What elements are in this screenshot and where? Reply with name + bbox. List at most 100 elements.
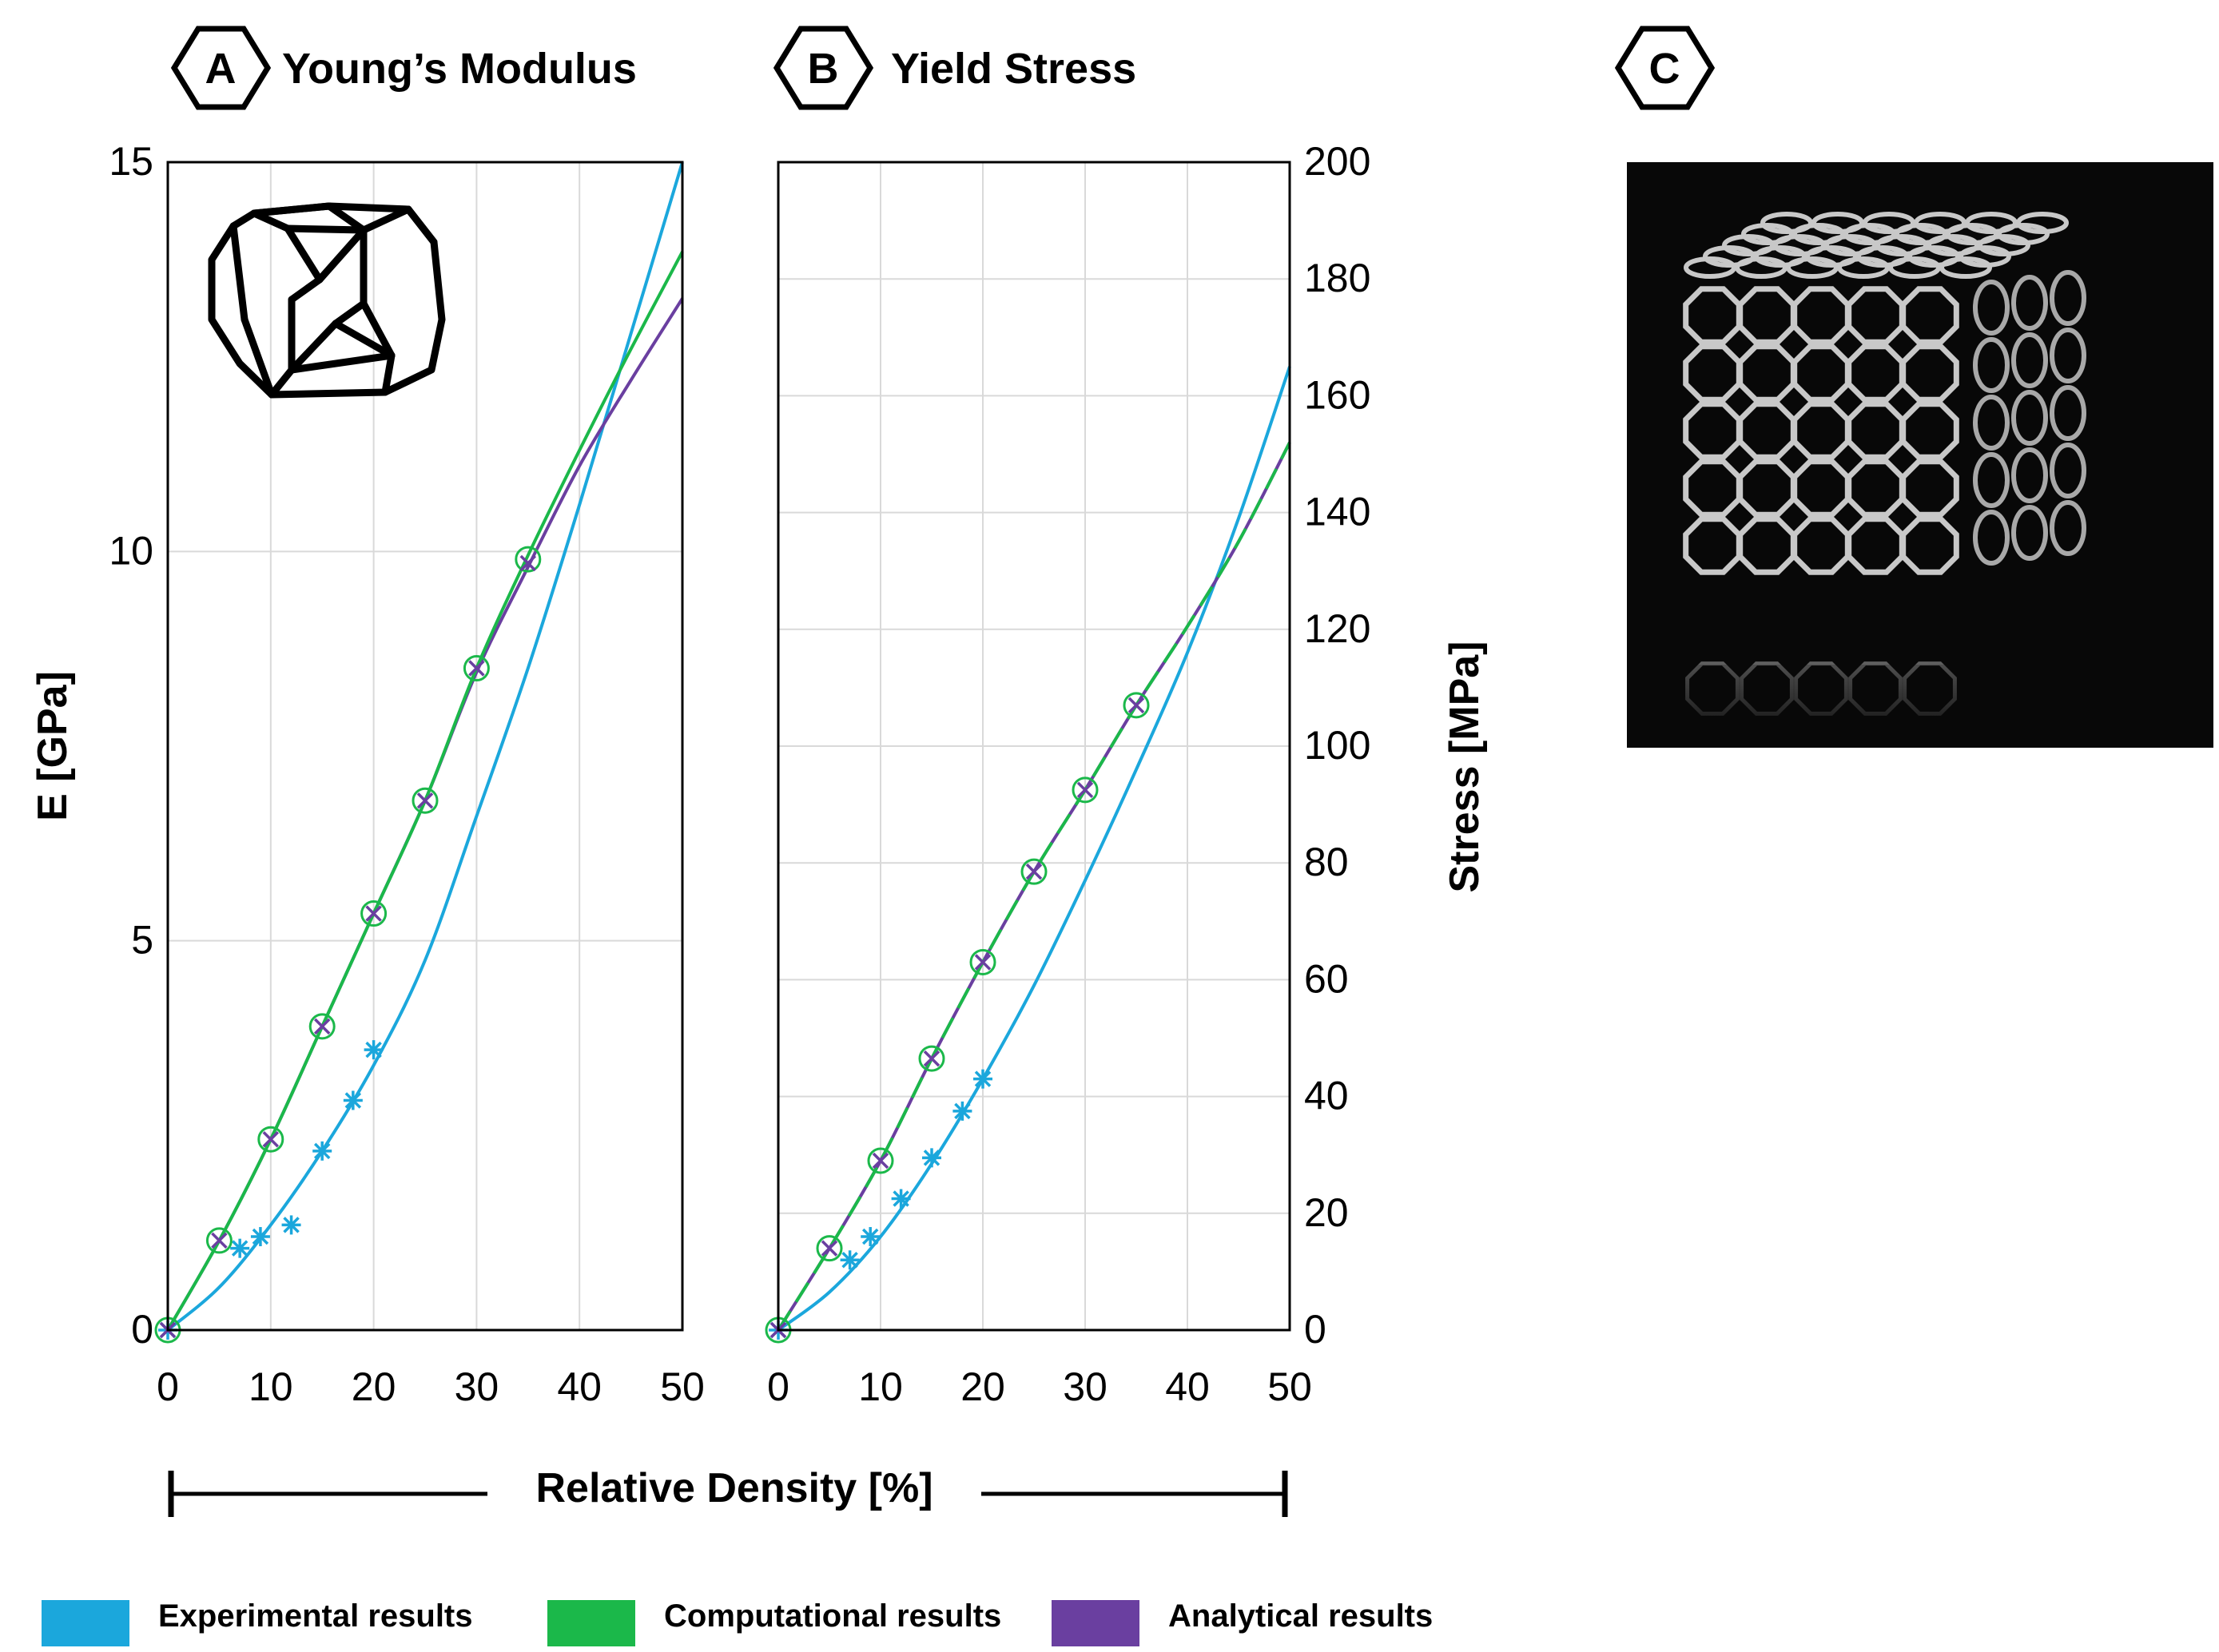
- chart-b-point-computational: [867, 1147, 894, 1174]
- chart-a-point-analytical: [468, 660, 485, 677]
- chart-b-ytick-label: 80: [1304, 840, 1349, 884]
- badge-letter-a: A: [205, 45, 237, 93]
- chart-b-ytick-label: 60: [1304, 956, 1349, 1001]
- chart-b-series-line-analytical: [777, 441, 1291, 1332]
- hexagon-badge-icon: [170, 26, 272, 110]
- chart-b-frame: [777, 161, 1291, 1332]
- chart-b-ytick-label: 20: [1304, 1190, 1349, 1235]
- chart-b-ylabel: Stress [MPa]: [1442, 641, 1488, 893]
- chart-b-ytick-label: 140: [1304, 490, 1370, 534]
- badge-letter-c: C: [1649, 45, 1680, 93]
- legend-label-experimental: Experimental results: [158, 1598, 473, 1634]
- shared-xlabel-bracket: Relative Density [%]: [168, 1465, 1288, 1517]
- chart-b-xtick-label: 10: [858, 1364, 903, 1409]
- chart-b-xtick-label: 30: [1063, 1364, 1108, 1409]
- chart-b-ytick-label: 100: [1304, 723, 1370, 768]
- chart-a-point-experimental: [230, 1238, 250, 1258]
- chart-b-ytick-label: 0: [1304, 1307, 1326, 1352]
- chart-b-ytick-label: 180: [1304, 256, 1370, 300]
- chart-a-series-line-experimental: [166, 161, 684, 1332]
- panel-b-title: Yield Stress: [891, 45, 1136, 93]
- chart-a-xtick-label: 30: [455, 1364, 499, 1409]
- chart-a-xtick-label: 0: [157, 1364, 179, 1409]
- chart-a-xtick-label: 40: [557, 1364, 602, 1409]
- chart-b-point-experimental: [952, 1101, 972, 1121]
- chart-b-point-computational: [1072, 776, 1099, 804]
- chart-b-point-analytical: [872, 1152, 889, 1170]
- legend-label-computational: Computational results: [664, 1598, 1001, 1634]
- chart-b-point-experimental: [891, 1189, 911, 1209]
- chart-a-ticks: 0 10 20 30 40 50 0 5 10 15: [109, 139, 704, 1409]
- chart-b-point-computational: [1020, 858, 1048, 885]
- hexagon-badge-icon: [773, 26, 874, 110]
- chart-a-point-computational: [412, 787, 439, 814]
- chart-a-point-analytical: [416, 792, 434, 809]
- chart-a-ylabel: E [GPa]: [30, 671, 76, 821]
- chart-b-ytick-label: 160: [1304, 372, 1370, 417]
- panel-a-title: Young’s Modulus: [282, 45, 637, 93]
- chart-b-point-analytical: [1025, 863, 1043, 880]
- hexagon-badge-icon: [1614, 26, 1716, 110]
- chart-b-ytick-label: 200: [1304, 139, 1370, 184]
- chart-a-point-computational: [308, 1013, 336, 1040]
- chart-b-point-computational: [918, 1045, 945, 1072]
- chart-a-curves: [166, 161, 684, 1332]
- chart-a-series-line-computational: [166, 251, 684, 1331]
- legend: Experimental results Computational resul…: [42, 1598, 1433, 1646]
- legend-swatch-analytical: [1052, 1600, 1139, 1646]
- chart-a-frame: [166, 161, 684, 1332]
- chart-b-ytick-label: 40: [1304, 1074, 1349, 1118]
- chart-a-point-analytical: [313, 1018, 331, 1035]
- chart-b-point-analytical: [1076, 781, 1094, 799]
- chart-a-ytick-label: 0: [131, 1307, 153, 1352]
- chart-a-point-experimental: [250, 1227, 270, 1247]
- chart-a-point-analytical: [211, 1232, 228, 1249]
- chart-a-grid: [167, 161, 683, 1331]
- chart-b-markers: [765, 692, 1150, 1344]
- chart-b-point-experimental: [973, 1069, 992, 1089]
- chart-a-ytick-label: 15: [109, 139, 153, 184]
- chart-a-point-analytical: [519, 554, 537, 572]
- chart-a-ytick-label: 5: [131, 918, 153, 963]
- shared-xlabel: Relative Density [%]: [535, 1465, 933, 1511]
- chart-b-point-analytical: [923, 1050, 940, 1067]
- chart-b-point-analytical: [974, 954, 992, 971]
- chart-b-curves: [777, 366, 1291, 1332]
- chart-b-ticks: 0 10 20 30 40 50 0 20 40 60 80 100 120 140 160 180 200: [767, 139, 1370, 1409]
- chart-a-point-analytical: [262, 1130, 280, 1148]
- chart-a-point-experimental: [281, 1215, 301, 1235]
- legend-swatch-experimental: [42, 1600, 129, 1646]
- chart-a-point-experimental: [312, 1141, 332, 1161]
- chart-a-point-analytical: [365, 905, 382, 922]
- chart-b-point-experimental: [861, 1227, 881, 1247]
- legend-swatch-computational: [547, 1600, 635, 1646]
- chart-a-xtick-label: 50: [660, 1364, 705, 1409]
- chart-a-markers: [154, 546, 542, 1344]
- chart-a-point-computational: [257, 1126, 284, 1153]
- chart-b-series-line-computational: [777, 441, 1291, 1332]
- legend-label-analytical: Analytical results: [1168, 1598, 1433, 1634]
- chart-a-xtick-label: 10: [249, 1364, 293, 1409]
- chart-b-point-experimental: [840, 1250, 860, 1270]
- chart-a-xtick-label: 20: [352, 1364, 396, 1409]
- chart-b-point-analytical: [1127, 697, 1145, 714]
- chart-b-point-computational: [969, 948, 996, 975]
- chart-b-xtick-label: 0: [767, 1364, 789, 1409]
- chart-a-point-experimental: [343, 1090, 363, 1110]
- chart-b-ytick-label: 120: [1304, 606, 1370, 651]
- chart-b-point-analytical: [821, 1240, 838, 1257]
- panel-b-header: B Yield Stress: [773, 26, 1136, 110]
- chart-b-point-computational: [1123, 692, 1150, 719]
- chart-a-ytick-label: 10: [109, 528, 153, 573]
- chart-a: 0 10 20 30 40 50 0 5 10 15 E [GPa]: [30, 139, 705, 1409]
- chart-b-point-experimental: [922, 1148, 941, 1168]
- chart-b-xtick-label: 50: [1267, 1364, 1312, 1409]
- chart-b-grid: [777, 161, 1290, 1331]
- chart-b: 0 10 20 30 40 50 0 20 40 60 80 100 120 140 160 180 200 S…: [765, 139, 1488, 1409]
- chart-a-series-line-analytical: [166, 297, 684, 1331]
- chart-a-point-experimental: [364, 1040, 384, 1060]
- chart-b-series-line-experimental: [777, 366, 1291, 1332]
- panel-c-header: C: [1614, 26, 1716, 110]
- chart-a-point-computational: [360, 900, 388, 927]
